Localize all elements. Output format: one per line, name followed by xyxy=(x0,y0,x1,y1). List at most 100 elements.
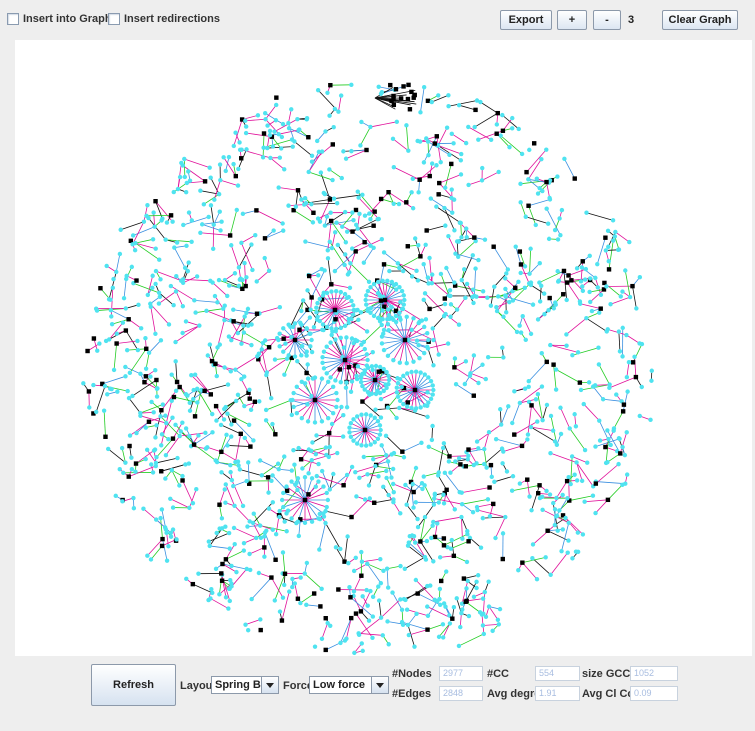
graph-node[interactable] xyxy=(324,490,329,496)
graph-node[interactable] xyxy=(597,418,602,423)
graph-node[interactable] xyxy=(181,222,186,228)
graph-node[interactable] xyxy=(548,413,554,419)
graph-node[interactable] xyxy=(286,121,291,126)
graph-node[interactable] xyxy=(315,216,321,221)
graph-node[interactable] xyxy=(398,597,403,602)
graph-node[interactable] xyxy=(479,178,485,183)
graph-node[interactable] xyxy=(250,267,255,273)
graph-node[interactable] xyxy=(385,459,391,464)
graph-node[interactable] xyxy=(330,384,336,389)
graph-node[interactable] xyxy=(384,475,389,481)
graph-node[interactable] xyxy=(160,402,166,407)
graph-node[interactable] xyxy=(219,516,225,521)
graph-node[interactable] xyxy=(190,500,196,506)
graph-node[interactable] xyxy=(299,415,304,421)
graph-node[interactable] xyxy=(368,284,373,290)
graph-node[interactable] xyxy=(409,327,414,333)
graph-node[interactable] xyxy=(208,278,213,284)
graph-node[interactable] xyxy=(561,292,566,297)
graph-node[interactable] xyxy=(325,497,331,503)
graph-node[interactable] xyxy=(425,613,431,618)
graph-node[interactable] xyxy=(364,302,369,307)
graph-node[interactable] xyxy=(333,337,338,342)
graph-node[interactable] xyxy=(606,267,612,272)
graph-node[interactable] xyxy=(342,323,348,329)
graph-node[interactable] xyxy=(596,345,601,350)
graph-node[interactable] xyxy=(286,125,292,131)
graph-node[interactable] xyxy=(299,308,304,314)
graph-node[interactable] xyxy=(223,500,228,505)
graph-node[interactable] xyxy=(245,306,251,312)
graph-node[interactable] xyxy=(428,196,433,201)
graph-node[interactable] xyxy=(302,497,308,503)
graph-node[interactable] xyxy=(335,242,341,248)
graph-node[interactable] xyxy=(398,511,403,516)
graph-node[interactable] xyxy=(281,228,286,233)
graph-node[interactable] xyxy=(123,306,128,311)
graph-node[interactable] xyxy=(163,476,168,481)
graph-node[interactable] xyxy=(444,265,449,271)
graph-node[interactable] xyxy=(565,550,570,555)
graph-node[interactable] xyxy=(395,381,401,386)
graph-node[interactable] xyxy=(409,89,414,95)
graph-node[interactable] xyxy=(243,130,249,136)
graph-node[interactable] xyxy=(269,134,275,139)
graph-node[interactable] xyxy=(607,385,612,391)
graph-node[interactable] xyxy=(494,131,499,136)
graph-node[interactable] xyxy=(254,535,259,541)
graph-node[interactable] xyxy=(300,298,306,303)
graph-node[interactable] xyxy=(626,360,632,365)
graph-node[interactable] xyxy=(401,385,407,391)
graph-node[interactable] xyxy=(354,338,360,344)
graph-node[interactable] xyxy=(262,530,268,535)
graph-node[interactable] xyxy=(215,300,220,305)
graph-node[interactable] xyxy=(397,265,402,271)
graph-node[interactable] xyxy=(507,299,512,305)
graph-node[interactable] xyxy=(555,528,560,533)
graph-node[interactable] xyxy=(426,375,431,380)
graph-node[interactable] xyxy=(551,306,557,311)
graph-node[interactable] xyxy=(371,223,376,228)
graph-node[interactable] xyxy=(222,487,227,492)
graph-node[interactable] xyxy=(108,307,114,313)
graph-node[interactable] xyxy=(351,589,357,594)
graph-node[interactable] xyxy=(526,399,532,405)
graph-node[interactable] xyxy=(235,392,241,397)
graph-node[interactable] xyxy=(144,447,150,453)
graph-node[interactable] xyxy=(223,557,229,562)
graph-node[interactable] xyxy=(359,412,364,417)
graph-node[interactable] xyxy=(159,443,164,448)
graph-node[interactable] xyxy=(213,361,218,367)
graph-node[interactable] xyxy=(535,191,541,196)
graph-node[interactable] xyxy=(503,293,508,298)
graph-node[interactable] xyxy=(360,192,365,198)
graph-node[interactable] xyxy=(253,232,258,238)
graph-node[interactable] xyxy=(120,320,126,325)
graph-node[interactable] xyxy=(194,486,199,492)
graph-node[interactable] xyxy=(437,555,443,560)
graph-node[interactable] xyxy=(226,334,232,339)
graph-node[interactable] xyxy=(444,569,449,574)
graph-node[interactable] xyxy=(267,128,273,134)
graph-node[interactable] xyxy=(210,590,215,596)
graph-node[interactable] xyxy=(262,236,268,241)
graph-node[interactable] xyxy=(207,342,213,347)
graph-node[interactable] xyxy=(324,344,329,349)
graph-node[interactable] xyxy=(130,242,135,247)
graph-node[interactable] xyxy=(595,285,601,290)
graph-node[interactable] xyxy=(312,420,318,425)
graph-node[interactable] xyxy=(231,319,236,324)
graph-node[interactable] xyxy=(355,189,360,194)
graph-node[interactable] xyxy=(434,204,439,209)
layout-select[interactable]: Spring Box xyxy=(211,676,279,694)
graph-node[interactable] xyxy=(344,405,350,410)
graph-node[interactable] xyxy=(204,308,209,313)
graph-node[interactable] xyxy=(480,289,486,294)
graph-node[interactable] xyxy=(398,96,404,101)
graph-node[interactable] xyxy=(462,267,467,272)
graph-node[interactable] xyxy=(426,444,431,450)
graph-node[interactable] xyxy=(349,514,354,520)
graph-node[interactable] xyxy=(333,289,339,294)
graph-node[interactable] xyxy=(326,379,331,385)
graph-node[interactable] xyxy=(173,339,178,345)
